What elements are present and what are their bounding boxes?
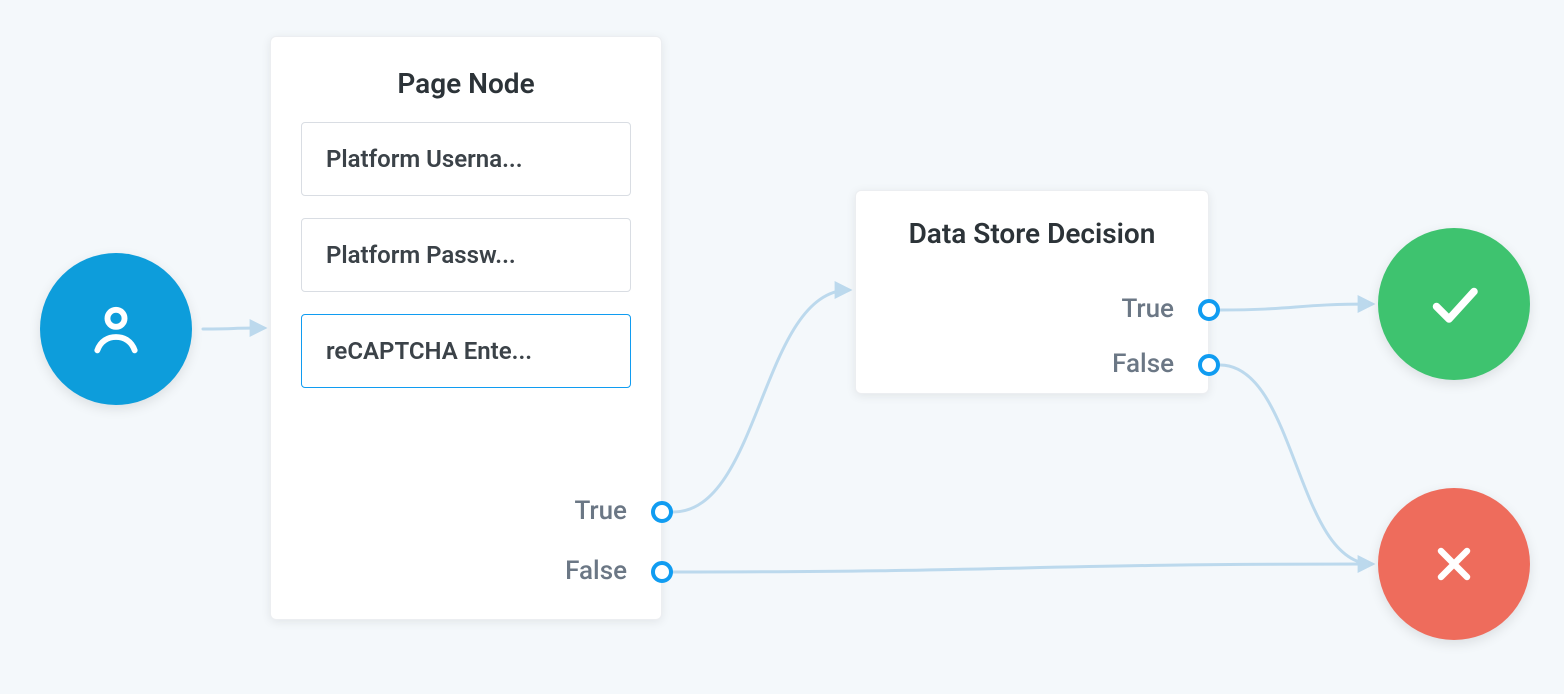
edge-decision-true-to-success (1220, 304, 1372, 310)
page-outcome-0: True (574, 496, 627, 526)
page-out-port-0[interactable] (651, 501, 673, 523)
page-item-0[interactable]: Platform Userna... (301, 122, 631, 196)
flow-canvas[interactable]: Page NodePlatform Userna... Platform Pass… (0, 0, 1564, 694)
x-icon (1428, 538, 1480, 590)
edge-start-to-page (203, 328, 264, 329)
person-icon (84, 297, 148, 361)
page-node[interactable]: Page NodePlatform Userna... Platform Pass… (270, 36, 662, 620)
decision-outcome-1-label: False (1112, 349, 1174, 379)
decision-node[interactable]: Data Store Decision True False (855, 190, 1209, 394)
page-items: Platform Userna... Platform Passw... reCAP… (271, 122, 661, 388)
page-item-2[interactable]: reCAPTCHA Ente... (301, 314, 631, 388)
edge-layer (0, 0, 1564, 694)
decision-out-port-0[interactable] (1198, 299, 1220, 321)
decision-outcome-0: True (1121, 294, 1174, 324)
page-outcome-1-label: False (565, 556, 627, 586)
failure-node[interactable] (1378, 488, 1530, 640)
decision-out-port-1[interactable] (1198, 354, 1220, 376)
decision-outcome-1: False (1112, 349, 1174, 379)
check-icon (1424, 274, 1484, 334)
edge-decision-false-to-failure (1220, 365, 1372, 564)
page-outcome-1: False (565, 556, 627, 586)
page-out-port-1[interactable] (651, 561, 673, 583)
edge-page-false-to-failure (673, 564, 1372, 572)
start-node[interactable] (40, 253, 192, 405)
decision-title: Data Store Decision (856, 191, 1208, 272)
page-item-1[interactable]: Platform Passw... (301, 218, 631, 292)
decision-outcome-0-label: True (1121, 294, 1174, 324)
page-outcome-0-label: True (574, 496, 627, 526)
edge-page-true-to-decision (673, 290, 849, 512)
page-title: Page Node (271, 37, 661, 122)
success-node[interactable] (1378, 228, 1530, 380)
